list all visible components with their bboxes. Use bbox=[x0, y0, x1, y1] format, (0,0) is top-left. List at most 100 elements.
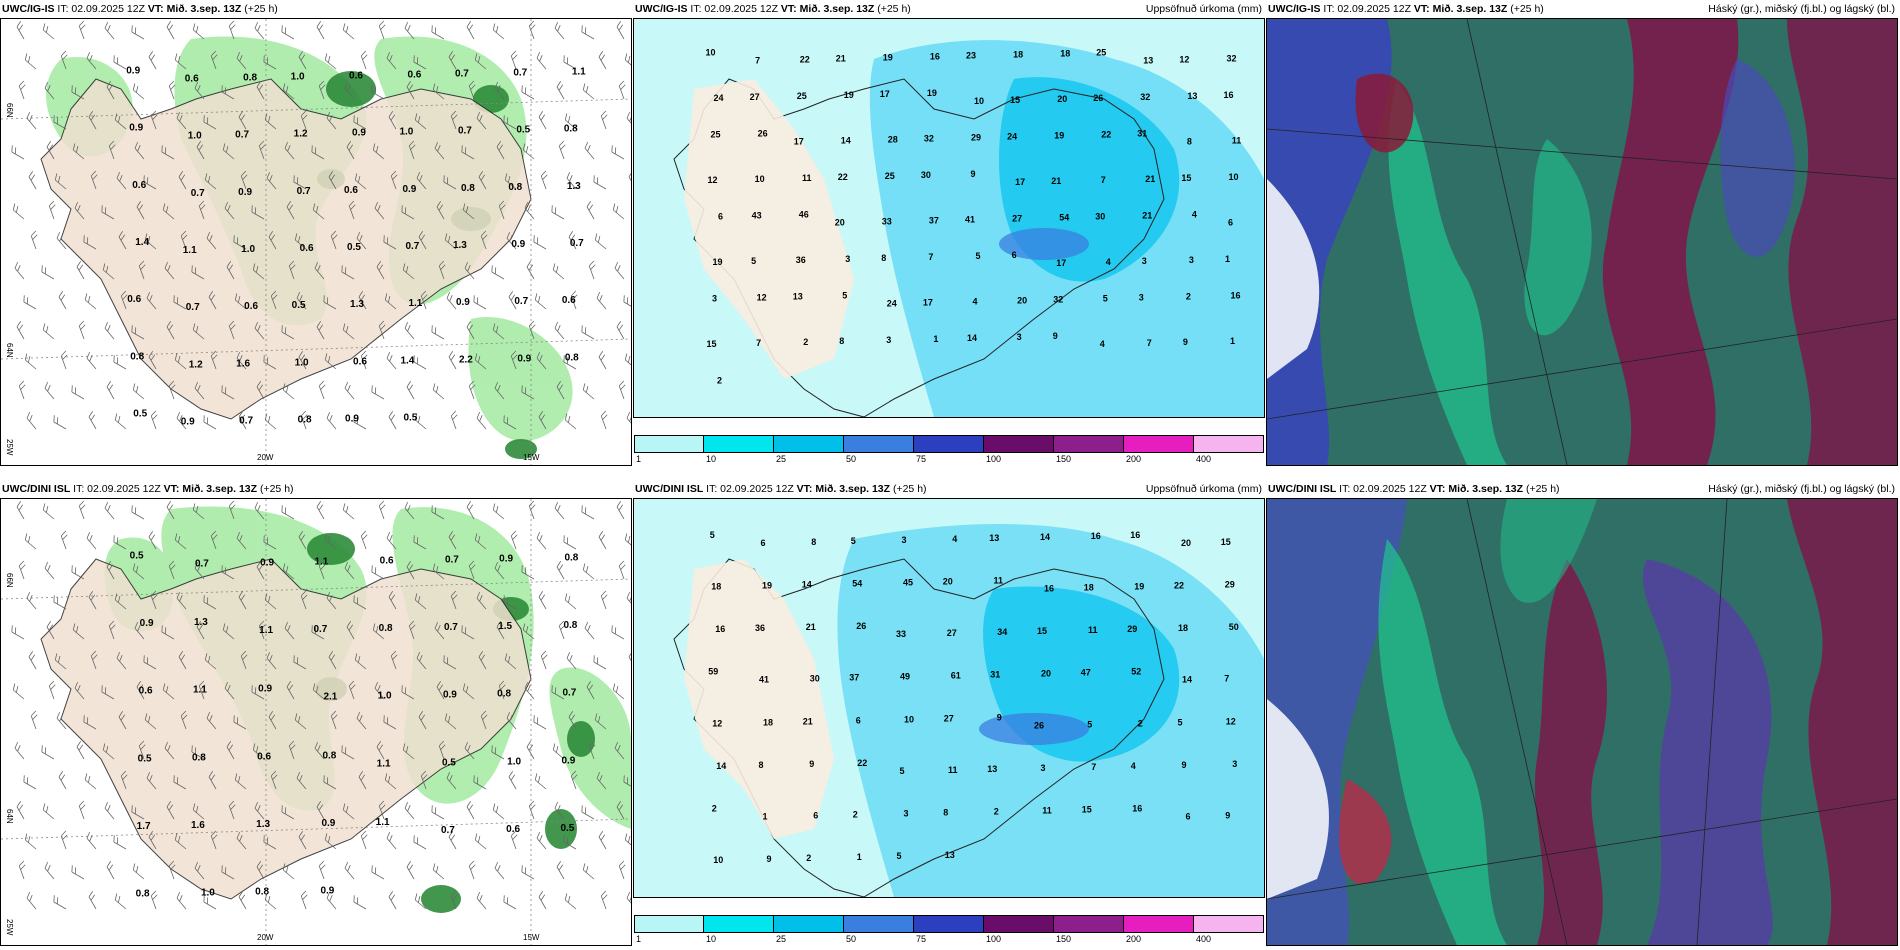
map-value-label: 23 bbox=[966, 50, 976, 60]
wind-barb bbox=[432, 863, 445, 880]
mid-cloud-red bbox=[1534, 559, 1607, 945]
wind-barb bbox=[358, 771, 367, 790]
map-value-label: 2 bbox=[803, 337, 808, 347]
wind-barb bbox=[71, 565, 85, 580]
wind-barb bbox=[282, 563, 295, 580]
wind-map: 0.5 0.7 0.9 1.1 0.6 0.7 0.9 0.8 0.9 1.3 1.1 0.7 0.8 0… bbox=[0, 498, 632, 946]
wind-barb bbox=[626, 111, 631, 130]
map-value-label: 7 bbox=[1147, 338, 1152, 348]
wind-barb bbox=[526, 261, 535, 280]
wind-barb bbox=[438, 260, 446, 280]
map-value-label: 5 bbox=[975, 251, 980, 261]
map-value-label: 5 bbox=[1087, 719, 1092, 729]
wind-barb bbox=[88, 891, 97, 910]
wind-barb bbox=[222, 623, 235, 640]
colorbar-segment bbox=[1124, 915, 1194, 933]
map-value-label: 0.7 bbox=[297, 186, 311, 197]
wind-barb bbox=[102, 743, 115, 760]
wind-barb bbox=[378, 20, 386, 40]
colorbar-segment bbox=[634, 435, 704, 453]
map-value-label: 0.9 bbox=[517, 353, 531, 364]
map-value-label: 1.1 bbox=[377, 758, 391, 769]
wind-barb bbox=[618, 80, 626, 100]
wind-barb bbox=[468, 860, 476, 880]
mid-cloud-blue bbox=[1720, 59, 1795, 257]
wind-barb bbox=[498, 200, 506, 220]
map-value-label: 0.9 bbox=[561, 755, 575, 766]
map-value-label: 7 bbox=[1101, 175, 1106, 185]
wind-barb bbox=[628, 651, 631, 670]
map-value-label: 4 bbox=[1106, 257, 1111, 267]
wind-barb bbox=[228, 20, 236, 40]
map-value-label: 5 bbox=[751, 256, 756, 266]
map-value-label: 21 bbox=[1051, 176, 1061, 186]
map-value-label: 61 bbox=[951, 671, 961, 681]
map-value-label: 0.6 bbox=[407, 70, 421, 81]
colorbar-tick-label: 75 bbox=[916, 454, 927, 464]
wind-barb bbox=[254, 501, 265, 520]
wind-barb bbox=[414, 593, 427, 610]
wind-barb bbox=[492, 23, 505, 40]
wind-barb bbox=[491, 745, 505, 760]
map-value-label: 0.7 bbox=[562, 688, 576, 699]
wind-barb bbox=[624, 833, 631, 850]
wind-barb bbox=[563, 55, 577, 70]
wind-barb bbox=[533, 235, 547, 250]
wind-barb bbox=[161, 145, 175, 160]
colorbar-segment bbox=[1054, 915, 1124, 933]
wind-barb bbox=[148, 51, 157, 70]
colorbar-tick-label: 25 bbox=[776, 934, 787, 944]
wind-barb bbox=[74, 201, 85, 220]
map-value-label: 2.1 bbox=[323, 692, 337, 703]
wind-barb bbox=[143, 175, 157, 190]
wind-barb bbox=[226, 741, 235, 760]
map-value-label: 6 bbox=[718, 212, 723, 222]
wind-barb bbox=[118, 231, 127, 250]
map-value-label: 5 bbox=[899, 766, 904, 776]
wind-barb bbox=[296, 291, 307, 310]
map-value-label: 18 bbox=[711, 581, 721, 591]
wind-barb bbox=[624, 53, 631, 70]
map-value-label: 59 bbox=[708, 667, 718, 677]
wind-barb bbox=[326, 111, 337, 130]
map-value-label: 9 bbox=[970, 169, 975, 179]
map-value-label: 11 bbox=[802, 173, 812, 183]
wind-barb bbox=[476, 111, 487, 130]
wind-barb bbox=[360, 830, 368, 850]
wind-barb bbox=[521, 85, 535, 100]
colorbar-segment bbox=[704, 915, 774, 933]
wind-barb bbox=[90, 650, 98, 670]
clear-area bbox=[1267, 699, 1329, 899]
wind-barb bbox=[623, 295, 631, 310]
wind-barb bbox=[254, 321, 265, 340]
wind-barb bbox=[598, 831, 607, 850]
colorbar-tick-label: 10 bbox=[706, 934, 717, 944]
wind-barb bbox=[224, 201, 235, 220]
map-value-label: 14 bbox=[967, 333, 977, 343]
map-value-label: 32 bbox=[1053, 295, 1063, 305]
wind-barb bbox=[311, 145, 325, 160]
wind-barb bbox=[176, 411, 187, 430]
wind-barb bbox=[390, 650, 398, 670]
wind-barb bbox=[101, 685, 115, 700]
wind-barb bbox=[194, 561, 205, 580]
map-value-label: 0.6 bbox=[139, 686, 153, 697]
map-value-label: 7 bbox=[755, 55, 760, 65]
high-cloud-green bbox=[1388, 79, 1507, 465]
valid-time: Mið. 3.sep. 13Z bbox=[1432, 3, 1508, 15]
wind-barb bbox=[434, 621, 445, 640]
cloud-map bbox=[1266, 18, 1898, 466]
model-name: UWC/IG-IS bbox=[2, 3, 55, 15]
wind-barb bbox=[600, 890, 608, 910]
wind-barb bbox=[554, 321, 565, 340]
wind-barb bbox=[318, 560, 326, 580]
map-value-label: 52 bbox=[1131, 667, 1141, 677]
wind-barb bbox=[564, 893, 577, 910]
wind-barb bbox=[90, 170, 98, 190]
map-value-label: 0.5 bbox=[403, 412, 417, 423]
wind-barb bbox=[450, 590, 458, 610]
wind-barb bbox=[443, 175, 457, 190]
wind-barb bbox=[270, 770, 278, 790]
wind-barb bbox=[252, 263, 265, 280]
map-value-label: 26 bbox=[758, 128, 768, 138]
